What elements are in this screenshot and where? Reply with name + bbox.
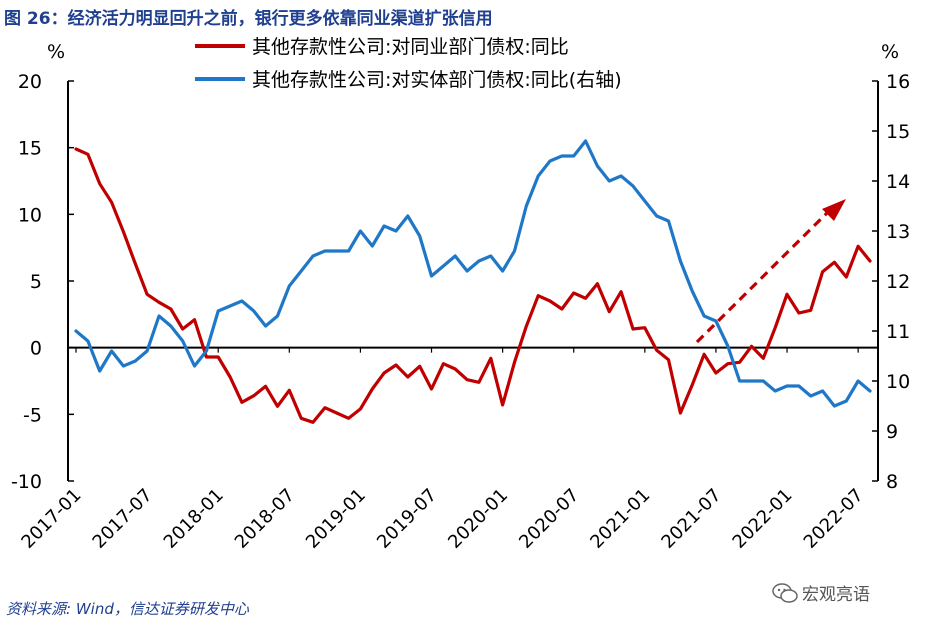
x-tick-label: 2018-07 bbox=[231, 485, 299, 553]
source-note: 资料来源: Wind，信达证券研发中心 bbox=[6, 600, 249, 618]
right-tick-label: 10 bbox=[886, 371, 910, 393]
left-tick-label: 0 bbox=[30, 338, 42, 360]
left-tick-label: 10 bbox=[18, 204, 42, 226]
right-tick-label: 8 bbox=[886, 471, 898, 493]
trend-arrow bbox=[695, 199, 846, 344]
left-tick-label: 5 bbox=[30, 271, 42, 293]
left-tick-label: 20 bbox=[18, 71, 42, 93]
right-axis: % 16 15 14 13 12 11 10 9 8 bbox=[872, 41, 910, 493]
watermark-text: 宏观亮语 bbox=[802, 585, 870, 605]
wechat-icon bbox=[772, 582, 798, 603]
right-tick-label: 15 bbox=[886, 121, 910, 143]
x-tick-label: 2017-07 bbox=[89, 485, 157, 553]
x-tick-label: 2019-07 bbox=[373, 485, 441, 553]
right-tick-label: 12 bbox=[886, 271, 910, 293]
x-tick-label: 2018-01 bbox=[160, 485, 228, 553]
legend-entry-1: 其他存款性公司:对同业部门债权:同比 bbox=[252, 36, 569, 58]
legend-entry-2: 其他存款性公司:对实体部门债权:同比(右轴) bbox=[252, 69, 622, 91]
x-tick-label: 2022-01 bbox=[729, 485, 797, 553]
watermark: 宏观亮语 bbox=[772, 580, 870, 605]
left-tick-label: 15 bbox=[18, 138, 42, 160]
right-tick-label: 9 bbox=[886, 421, 898, 443]
left-tick-label: -5 bbox=[23, 404, 42, 426]
figure-title: 图 26：经济活力明显回升之前，银行更多依靠同业渠道扩张信用 bbox=[4, 9, 493, 29]
left-axis: %20 15 10 5 0 -5 -10 bbox=[11, 41, 74, 493]
series-line-1 bbox=[74, 147, 872, 424]
right-tick-label: 11 bbox=[886, 321, 910, 343]
trend-arrow-shaft bbox=[695, 208, 832, 344]
x-tick-label: 2019-01 bbox=[302, 485, 370, 553]
right-tick-label: 14 bbox=[886, 171, 910, 193]
left-tick-label: -10 bbox=[11, 471, 42, 493]
x-tick-label: 2020-01 bbox=[444, 485, 512, 553]
trend-arrow-head bbox=[822, 199, 846, 221]
left-axis-unit: % bbox=[47, 41, 65, 63]
series-layer bbox=[74, 139, 872, 424]
x-tick-label: 2017-01 bbox=[17, 485, 85, 553]
right-tick-label: 16 bbox=[886, 71, 910, 93]
right-axis-unit: % bbox=[881, 41, 899, 63]
x-tick-label: 2021-01 bbox=[586, 485, 654, 553]
right-tick-label: 13 bbox=[886, 221, 910, 243]
series-line-2 bbox=[74, 139, 872, 408]
x-tick-label: 2022-07 bbox=[800, 485, 868, 553]
x-axis: 2017-01 2017-07 2018-01 2018-07 2019-01 2019-… bbox=[17, 346, 878, 553]
x-tick-label: 2021-07 bbox=[657, 485, 725, 553]
x-tick-label: 2020-07 bbox=[515, 485, 583, 553]
